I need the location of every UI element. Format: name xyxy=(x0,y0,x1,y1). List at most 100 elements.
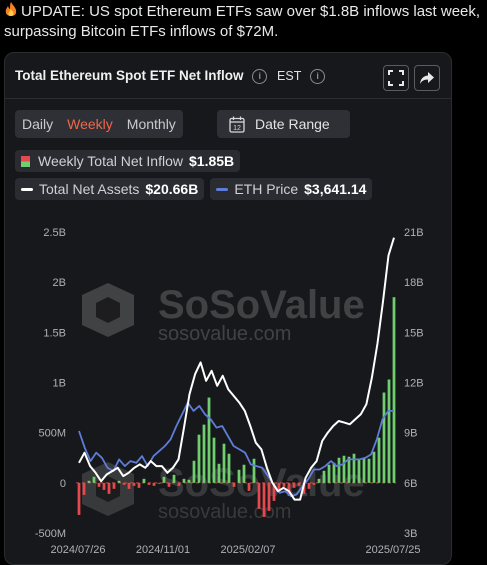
x-tick-label: 2025/02/07 xyxy=(220,544,275,556)
right-tick-label: 12B xyxy=(404,378,424,390)
inflow-bar-negative xyxy=(167,482,171,487)
inflow-bar-positive xyxy=(387,379,391,483)
share-icon xyxy=(420,72,434,84)
chart-lines xyxy=(78,237,395,501)
legend-eth[interactable]: ETH Price $3,641.14 xyxy=(210,178,373,200)
right-tick-label: 18B xyxy=(404,277,424,289)
inflow-bar-positive xyxy=(357,459,361,483)
inflow-bar-positive xyxy=(382,392,386,483)
legend-row-1: Weekly Total Net Inflow $1.85B xyxy=(15,150,246,172)
x-tick-label: 2024/07/26 xyxy=(50,544,105,556)
inflow-bar-positive xyxy=(197,434,201,483)
inflow-bar-negative xyxy=(152,482,156,486)
inflow-bar-positive xyxy=(117,480,121,483)
sosovalue-logo-icon xyxy=(82,283,134,337)
share-button[interactable] xyxy=(414,65,440,91)
eth-line-swatch xyxy=(216,187,229,191)
inflow-bar-positive xyxy=(342,455,346,483)
inflow-bar-positive xyxy=(207,397,211,483)
legend-eth-label: ETH Price xyxy=(234,181,299,197)
inflow-bar-negative xyxy=(292,482,296,488)
watermark-brand: SoSoValue xyxy=(158,283,365,327)
legend-assets-label: Total Net Assets xyxy=(39,181,140,197)
inflow-bar-positive xyxy=(182,478,186,483)
inflow-bar-negative xyxy=(82,482,86,495)
x-tick-label: 2025/07/25 xyxy=(365,544,420,556)
inflow-bar-positive xyxy=(327,464,331,483)
inflow-bar-positive xyxy=(217,463,221,483)
legend-inflow-label: Weekly Total Net Inflow xyxy=(38,153,183,169)
watermark-site-2: sosovalue.com xyxy=(158,501,291,523)
legend-inflow-value: $1.85B xyxy=(189,153,235,169)
calendar-day: 12 xyxy=(233,125,241,132)
left-tick-label: 2.5B xyxy=(43,227,66,239)
left-tick-label: 1B xyxy=(53,378,66,390)
inflow-bar-negative xyxy=(262,482,266,517)
legend-assets[interactable]: Total Net Assets $20.66B xyxy=(15,178,205,200)
left-tick-label: 500M xyxy=(38,428,66,440)
inflow-bar-negative xyxy=(287,482,291,496)
total-net-assets-line xyxy=(78,237,395,501)
inflow-bar-negative xyxy=(122,482,126,485)
watermark-top: SoSoValue sosovalue.com xyxy=(82,283,365,345)
inflow-bar-negative xyxy=(112,482,116,489)
tab-daily[interactable]: Daily xyxy=(22,116,54,132)
left-tick-label: 1.5B xyxy=(43,327,66,339)
right-tick-label: 6B xyxy=(404,478,417,490)
inflow-bar-positive xyxy=(172,474,176,483)
inflow-bar-negative xyxy=(232,482,236,487)
tweet-line-1: UPDATE: US spot Ethereum ETFs saw over $… xyxy=(21,3,481,20)
inflow-bar-positive xyxy=(332,462,336,483)
inflow-bar-negative xyxy=(247,482,251,491)
inflow-bar-negative xyxy=(147,482,151,485)
inflow-bar-positive xyxy=(317,478,321,483)
right-tick-label: 3B xyxy=(404,528,417,540)
x-tick-label: 2024/11/01 xyxy=(136,544,190,556)
inflow-bar-positive xyxy=(352,453,356,483)
inflow-bar-negative xyxy=(77,482,81,515)
inflow-bar-positive xyxy=(337,457,341,483)
inflow-bar-negative xyxy=(132,482,136,486)
eth-price-line xyxy=(78,401,394,498)
inflow-bar-positive xyxy=(362,457,366,483)
inflow-bar-positive xyxy=(252,458,256,483)
left-tick-label: 0 xyxy=(60,478,66,490)
timezone-info-icon[interactable]: i xyxy=(310,69,326,84)
inflow-bar-negative xyxy=(107,482,111,494)
inflow-bar-negative xyxy=(257,482,261,509)
tab-monthly[interactable]: Monthly xyxy=(126,116,176,132)
inflow-bar-positive xyxy=(237,469,241,483)
card-title: Total Ethereum Spot ETF Net Inflow i EST… xyxy=(15,68,326,84)
chart-axes: -500M 0 500M 1B 1.5B 2B 2.5B 3B 6B 9B 12B 15B 18B 21B… xyxy=(35,227,424,556)
watermark-site: sosovalue.com xyxy=(158,323,291,345)
right-tick-label: 9B xyxy=(404,428,417,440)
inflow-bar-positive xyxy=(377,437,381,483)
inflow-bar-positive xyxy=(202,424,206,483)
tab-weekly[interactable]: Weekly xyxy=(67,116,113,132)
date-range-button[interactable]: 12 Date Range xyxy=(217,110,350,138)
left-tick-label: -500M xyxy=(35,528,66,540)
inflow-bar-positive xyxy=(187,479,191,483)
right-tick-label: 21B xyxy=(404,227,424,239)
inflow-bar-positive xyxy=(142,478,146,483)
info-icon[interactable]: i xyxy=(252,69,268,84)
calendar-icon: 12 xyxy=(229,116,245,133)
inflow-bar-negative xyxy=(97,482,101,487)
inflow-bar-negative xyxy=(302,482,306,494)
legend-inflow[interactable]: Weekly Total Net Inflow $1.85B xyxy=(15,150,241,172)
legend-eth-value: $3,641.14 xyxy=(304,181,367,197)
card-title-text: Total Ethereum Spot ETF Net Inflow xyxy=(15,68,244,83)
period-selector: Daily Weekly Monthly xyxy=(15,110,183,138)
inflow-bar-negative xyxy=(267,482,271,511)
inflow-bar-positive xyxy=(242,464,246,483)
bar-legend-icon xyxy=(21,155,30,167)
fullscreen-button[interactable] xyxy=(383,65,409,91)
inflow-bar-positive xyxy=(192,460,196,483)
inflow-bar-negative xyxy=(177,482,181,486)
header-divider xyxy=(5,98,451,99)
inflow-bar-positive xyxy=(227,453,231,483)
inflow-bar-positive xyxy=(212,437,216,483)
left-tick-label: 2B xyxy=(53,277,66,289)
timezone-label: EST xyxy=(277,69,302,83)
date-range-label: Date Range xyxy=(255,116,330,132)
